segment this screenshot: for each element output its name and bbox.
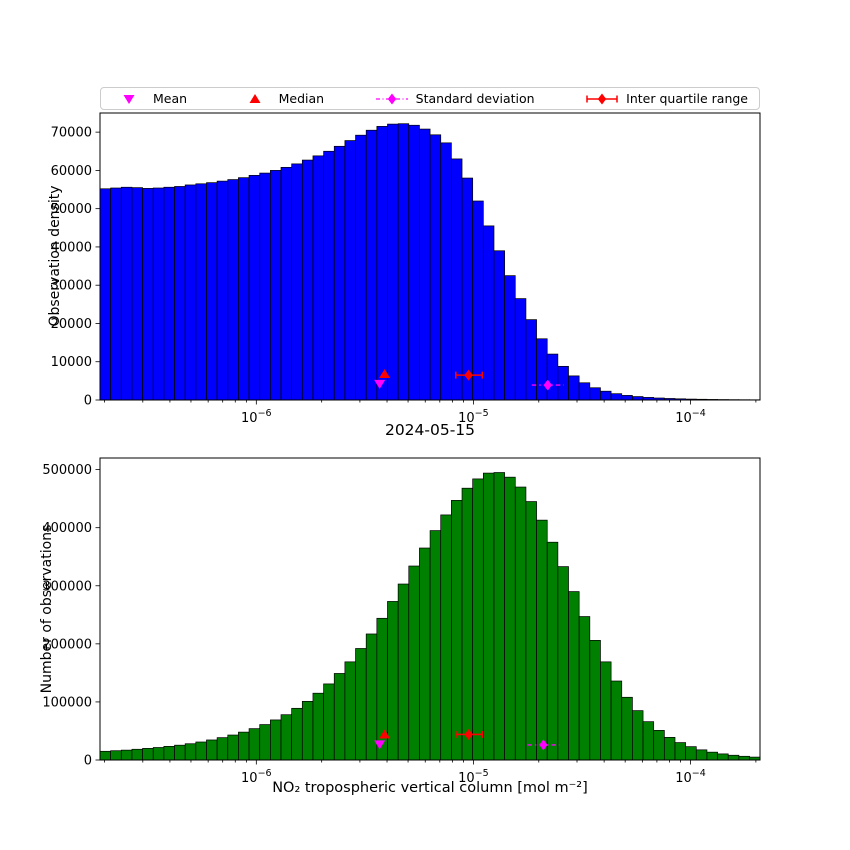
legend-label: Standard deviation bbox=[415, 91, 535, 106]
svg-text:10−5: 10−5 bbox=[458, 408, 489, 426]
svg-text:10−5: 10−5 bbox=[458, 768, 489, 786]
y-axis-tick-labels: 0 10000 20000 30000 40000 50000 60000 70000 bbox=[51, 126, 92, 409]
svg-text:30000: 30000 bbox=[51, 279, 92, 294]
figure-title: 2024-05-15 bbox=[384, 421, 476, 439]
svg-text:70000: 70000 bbox=[51, 126, 92, 141]
svg-text:10−4: 10−4 bbox=[675, 408, 706, 426]
legend-item-standard-deviation: Standard deviation bbox=[375, 91, 535, 106]
legend-label: Mean bbox=[153, 91, 188, 106]
y-axis-ticks bbox=[95, 131, 100, 401]
triangle-down-icon bbox=[123, 94, 135, 104]
svg-text:500000: 500000 bbox=[42, 463, 92, 478]
svg-text:10000: 10000 bbox=[51, 355, 92, 370]
marker-std bbox=[531, 379, 564, 391]
marker-std bbox=[527, 739, 560, 751]
svg-text:100000: 100000 bbox=[42, 695, 92, 710]
x-axis-tick-labels: 10−6 10−5 10−4 bbox=[241, 768, 706, 786]
svg-text:0: 0 bbox=[84, 754, 92, 769]
triangle-up-icon bbox=[249, 93, 261, 103]
y-axis-ticks bbox=[95, 469, 100, 761]
legend-item-median: Median bbox=[238, 91, 324, 106]
svg-text:40000: 40000 bbox=[51, 240, 92, 255]
subplot-counts: 10−6 10−5 10−4 0 100000 200000 300000 400000 500… bbox=[42, 457, 761, 786]
svg-text:0: 0 bbox=[84, 394, 92, 409]
axes-spines bbox=[99, 457, 761, 761]
x-axis-ticks bbox=[104, 400, 757, 405]
marker-mean bbox=[374, 740, 386, 750]
svg-text:10−6: 10−6 bbox=[241, 768, 272, 786]
top-y-axis-label: Observation density bbox=[47, 185, 63, 327]
diamond-icon bbox=[375, 93, 408, 104]
svg-text:400000: 400000 bbox=[42, 521, 92, 536]
legend-item-mean: Mean bbox=[112, 91, 187, 106]
x-axis-tick-labels: 10−6 10−5 10−4 bbox=[241, 408, 706, 426]
svg-text:50000: 50000 bbox=[51, 202, 92, 217]
legend-item-inter-quartile-range: Inter quartile range bbox=[585, 91, 748, 106]
marker-median bbox=[379, 368, 391, 378]
legend-label: Median bbox=[278, 91, 325, 106]
diamond-icon bbox=[586, 93, 618, 104]
svg-text:300000: 300000 bbox=[42, 579, 92, 594]
subplot-density: 10−6 10−5 10−4 0 10000 20000 30000 40000 50000 60… bbox=[51, 112, 761, 426]
svg-text:10−6: 10−6 bbox=[241, 408, 272, 426]
svg-text:20000: 20000 bbox=[51, 317, 92, 332]
x-axis-label: NO₂ tropospheric vertical column [mol m⁻… bbox=[272, 780, 588, 796]
marker-mean bbox=[374, 379, 386, 389]
svg-text:10−4: 10−4 bbox=[675, 768, 706, 786]
legend-label: Inter quartile range bbox=[626, 91, 748, 106]
marker-median bbox=[379, 729, 391, 739]
x-axis-ticks bbox=[104, 760, 757, 765]
marker-iqr bbox=[455, 369, 484, 381]
histogram-bars bbox=[99, 472, 761, 761]
histogram-bars bbox=[99, 123, 761, 401]
svg-text:200000: 200000 bbox=[42, 637, 92, 652]
bottom-y-axis-label: Number of observations bbox=[39, 524, 55, 694]
axes-spines bbox=[99, 112, 761, 401]
y-axis-tick-labels: 0 100000 200000 300000 400000 500000 bbox=[42, 463, 92, 768]
svg-text:60000: 60000 bbox=[51, 164, 92, 179]
marker-iqr bbox=[455, 728, 484, 740]
legend: Mean Median Standard deviation Inter quarti… bbox=[100, 87, 760, 110]
